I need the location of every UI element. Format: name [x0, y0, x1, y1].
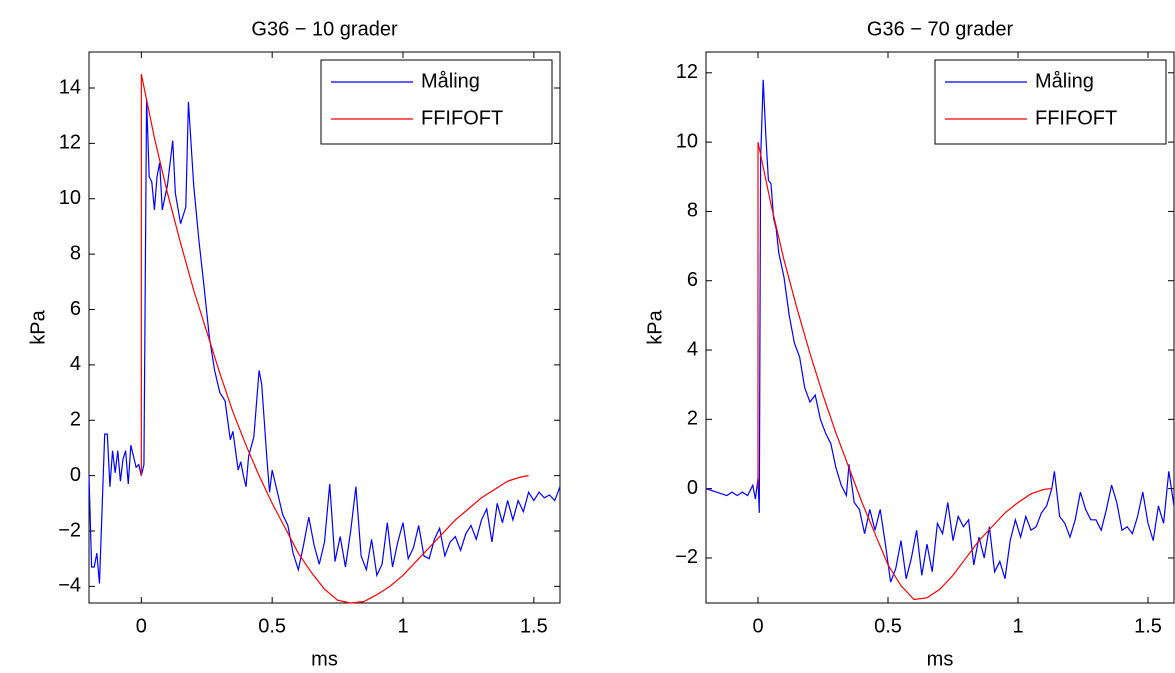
y-tick-label: −2 [58, 519, 81, 541]
y-tick-label: 0 [70, 464, 81, 486]
y-tick-label: 6 [70, 298, 81, 320]
y-tick-label: 12 [59, 132, 81, 154]
data-line [757, 141, 1052, 601]
y-axis-label: kPa [644, 309, 666, 344]
legend-box [934, 59, 1167, 145]
y-tick-label: 10 [59, 187, 81, 209]
chart-title: G36 − 10 grader [251, 18, 398, 40]
data-line [140, 74, 529, 604]
legend-box [320, 59, 553, 145]
axes-box [88, 51, 561, 604]
x-tick-label: 0 [752, 615, 763, 637]
y-tick-label: 14 [59, 76, 81, 98]
y-tick-label: 4 [70, 353, 81, 375]
x-tick-label: 1.5 [1134, 615, 1162, 637]
y-tick-label: 2 [70, 409, 81, 431]
y-tick-label: 8 [70, 242, 81, 264]
y-tick-label: 10 [676, 130, 698, 152]
y-tick-label: 8 [687, 200, 698, 222]
y-tick-label: 12 [676, 61, 698, 83]
y-tick-label: 6 [687, 269, 698, 291]
axes-box [705, 51, 1175, 604]
x-tick-label: 0.5 [258, 615, 286, 637]
legend-label: Måling [421, 70, 480, 92]
y-tick-label: −2 [675, 546, 698, 568]
x-tick-label: 1 [397, 615, 408, 637]
x-tick-label: 1 [1012, 615, 1023, 637]
x-axis-label: ms [927, 648, 954, 670]
legend-label: Måling [1035, 70, 1094, 92]
legend-label: FFIFOFT [1035, 107, 1117, 129]
x-axis-label: ms [311, 648, 338, 670]
x-tick-label: 0 [136, 615, 147, 637]
chart-title: G36 − 70 grader [867, 18, 1014, 40]
data-line [88, 99, 561, 584]
y-tick-label: −4 [58, 575, 81, 597]
x-tick-label: 1.5 [520, 615, 548, 637]
y-axis-label: kPa [27, 309, 49, 344]
y-tick-label: 4 [687, 338, 698, 360]
legend-label: FFIFOFT [421, 107, 503, 129]
x-tick-label: 0.5 [874, 615, 902, 637]
y-tick-label: 2 [687, 408, 698, 430]
data-line [705, 79, 1175, 583]
y-tick-label: 0 [687, 477, 698, 499]
